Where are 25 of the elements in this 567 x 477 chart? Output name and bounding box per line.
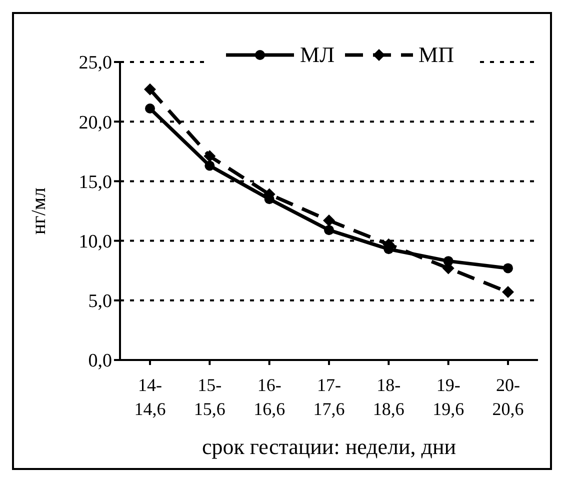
- y-tick-label: 10,0: [78, 232, 112, 253]
- point: [204, 160, 215, 171]
- y-tick-label: 0,0: [88, 350, 112, 372]
- point: [324, 225, 334, 236]
- point: [502, 286, 514, 298]
- point: [204, 150, 216, 162]
- x-tick-label: 15-15,6: [194, 375, 226, 419]
- point: [144, 83, 156, 96]
- point: [145, 103, 155, 114]
- y-tick-label: 20,0: [78, 112, 112, 134]
- legend-label: МП: [418, 42, 454, 68]
- x-tick-label: 19-19,6: [432, 375, 464, 419]
- x-axis-title: срок гестации: недели, дни: [202, 434, 456, 459]
- point: [323, 214, 335, 227]
- x-tick-label: 18-18,6: [372, 375, 404, 419]
- x-tick-label: 14-14,6: [134, 375, 166, 419]
- x-tick-label: 17-17,6: [313, 375, 345, 419]
- y-tick-label: 25,0: [78, 52, 112, 74]
- point: [503, 263, 513, 274]
- y-tick-label: 5,0: [88, 291, 112, 312]
- legend-label: МЛ: [300, 42, 335, 68]
- y-tick-label: 15,0: [78, 172, 112, 193]
- x-tick-label: 16-16,6: [254, 375, 286, 419]
- y-axis-title: нг/мл: [28, 187, 50, 235]
- x-tick-label: 20-20,6: [492, 375, 524, 419]
